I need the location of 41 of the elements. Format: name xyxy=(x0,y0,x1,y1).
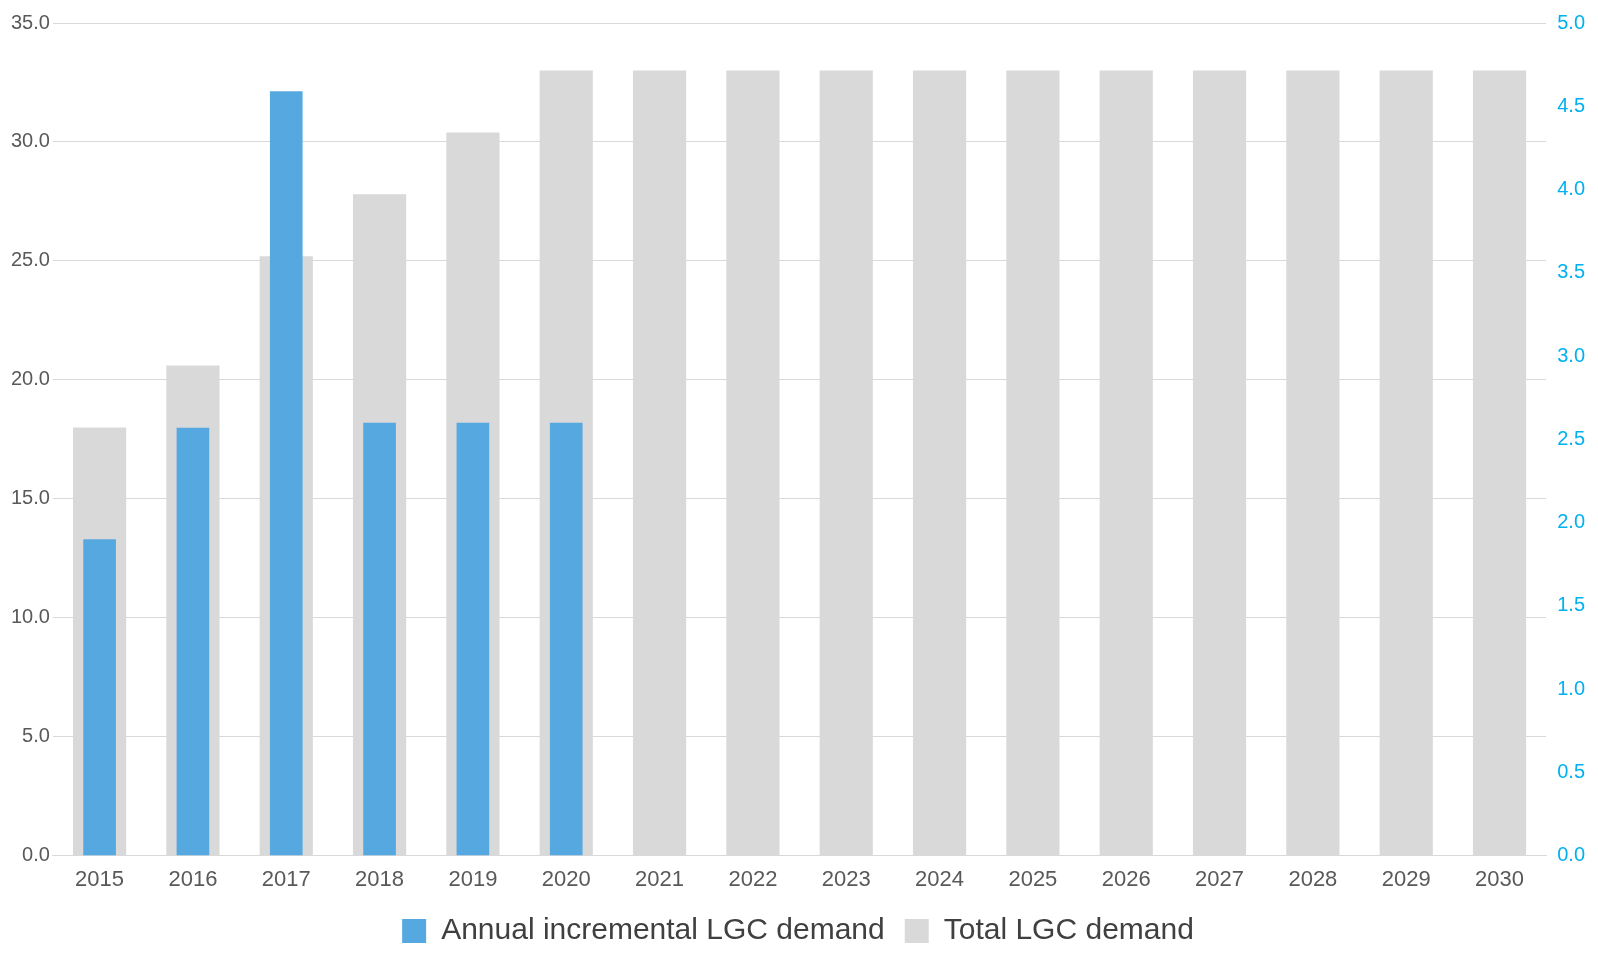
bar xyxy=(83,539,116,856)
x-tick-label: 2022 xyxy=(728,865,778,891)
y2-tick-label: 1.0 xyxy=(1557,676,1586,699)
y2-tick-label: 1.5 xyxy=(1557,593,1586,616)
x-tick-label: 2015 xyxy=(75,865,125,891)
x-tick-label: 2019 xyxy=(448,865,498,891)
y2-tick-label: 0.0 xyxy=(1557,843,1586,866)
x-tick-label: 2023 xyxy=(821,865,871,891)
x-tick-label: 2030 xyxy=(1475,865,1525,891)
y-tick-label: 25.0 xyxy=(10,248,50,271)
x-tick-label: 2026 xyxy=(1101,865,1151,891)
y2-tick-label: 3.5 xyxy=(1557,260,1586,283)
y2-tick-label: 2.0 xyxy=(1557,510,1586,533)
y2-tick-label: 0.5 xyxy=(1557,759,1586,782)
y2-tick-label: 4.0 xyxy=(1557,177,1586,200)
x-tick-label: 2021 xyxy=(635,865,685,891)
x-tick-label: 2029 xyxy=(1381,865,1431,891)
y2-tick-label: 3.0 xyxy=(1557,343,1586,366)
x-tick-label: 2017 xyxy=(261,865,311,891)
y-tick-label: 5.0 xyxy=(22,724,50,747)
y-tick-label: 10.0 xyxy=(10,605,50,628)
y-tick-label: 0.0 xyxy=(22,843,50,866)
y-tick-label: 30.0 xyxy=(10,129,50,152)
bar xyxy=(549,422,583,856)
y-tick-label: 15.0 xyxy=(10,486,50,509)
x-tick-label: 2028 xyxy=(1288,865,1338,891)
y-tick-label: 35.0 xyxy=(10,10,50,33)
y2-tick-label: 5.0 xyxy=(1557,10,1586,33)
bar xyxy=(456,422,490,856)
x-tick-label: 2027 xyxy=(1195,865,1245,891)
legend-label: Total LGC demand xyxy=(943,912,1194,946)
bar xyxy=(363,422,396,856)
x-tick-label: 2024 xyxy=(915,865,965,891)
x-tick-label: 2020 xyxy=(541,865,591,891)
y-tick-label: 20.0 xyxy=(10,367,50,390)
x-tick-label: 2018 xyxy=(355,865,405,891)
legend-label: Annual incremental LGC demand xyxy=(441,912,885,946)
y2-tick-label: 4.5 xyxy=(1557,93,1586,116)
x-tick-label: 2016 xyxy=(168,865,218,891)
y2-tick-label: 2.5 xyxy=(1557,426,1586,449)
x-tick-label: 2025 xyxy=(1008,865,1058,891)
